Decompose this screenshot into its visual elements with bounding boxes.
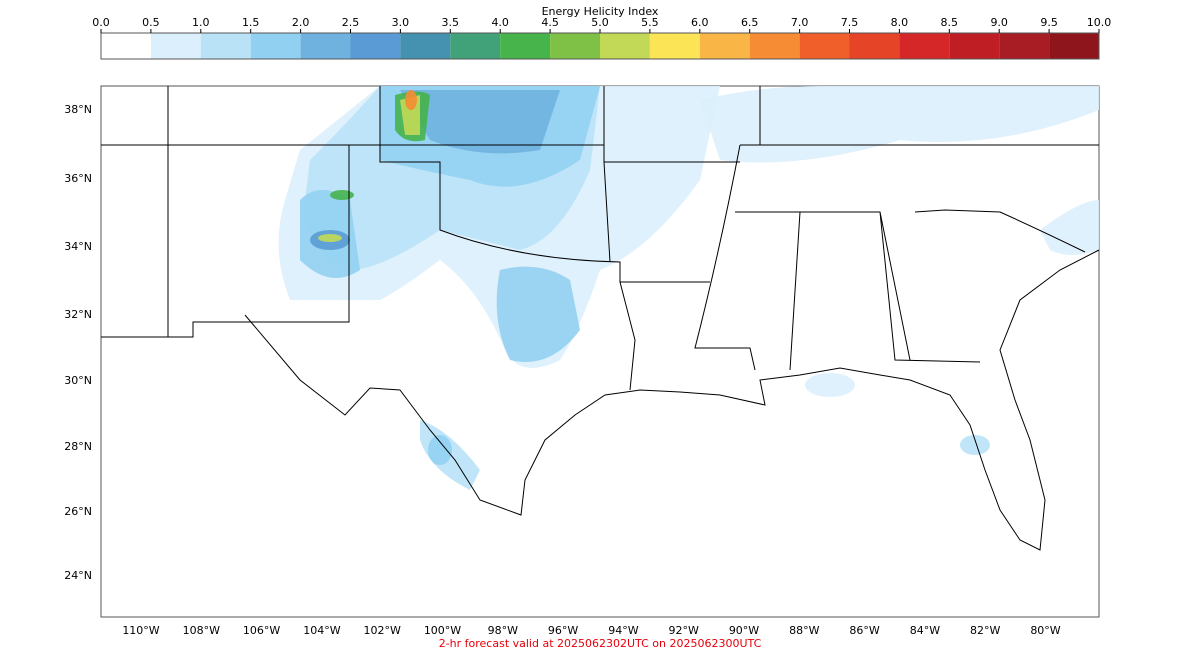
colorbar-tick-label: 4.5 xyxy=(541,16,559,29)
lon-label: 104°W xyxy=(303,624,340,637)
colorbar-title: Energy Helicity Index xyxy=(542,5,659,18)
boundaries xyxy=(101,86,1100,551)
lon-label: 110°W xyxy=(122,624,159,637)
colorbar-tick-label: 2.0 xyxy=(292,16,310,29)
colorbar-tick-label: 9.0 xyxy=(990,16,1008,29)
colorbar-tick-label: 7.5 xyxy=(841,16,859,29)
map: 38°N 36°N 34°N 32°N 30°N 28°N 26°N 24°N 110°W 10… xyxy=(64,85,1100,637)
lon-label: 102°W xyxy=(364,624,401,637)
lon-label: 94°W xyxy=(608,624,638,637)
colorbar-tick-label: 1.5 xyxy=(242,16,260,29)
colorbar-tick-label: 2.5 xyxy=(342,16,360,29)
colorbar-tick-label: 3.5 xyxy=(442,16,460,29)
colorbar-tick-label: 3.0 xyxy=(392,16,410,29)
lat-label: 38°N xyxy=(64,103,92,116)
colorbar-tick-label: 0.5 xyxy=(142,16,160,29)
lat-label: 32°N xyxy=(64,308,92,321)
colorbar-tick-label: 1.0 xyxy=(192,16,210,29)
colorbar-tick-label: 5.5 xyxy=(641,16,659,29)
colorbar-bin xyxy=(300,33,351,59)
colorbar-tick-label: 0.0 xyxy=(92,16,110,29)
colorbar-bin xyxy=(250,33,301,59)
lon-label: 80°W xyxy=(1030,624,1060,637)
colorbar-tick-label: 6.5 xyxy=(741,16,759,29)
lon-label: 88°W xyxy=(789,624,819,637)
colorbar-bin xyxy=(799,33,850,59)
colorbar: 0.0 0.5 1.0 1.5 2.0 2.5 3.0 3.5 4.0 4.5 5.0 5.5 6.0 6… xyxy=(92,16,1112,60)
lon-label: 106°W xyxy=(243,624,280,637)
footer: 2-hr forecast valid at 2025062302UTC on … xyxy=(439,637,762,650)
colorbar-tick-label: 8.5 xyxy=(941,16,959,29)
lon-label: 82°W xyxy=(970,624,1000,637)
lat-labels: 38°N 36°N 34°N 32°N 30°N 28°N 26°N 24°N xyxy=(64,103,92,582)
colorbar-bin xyxy=(899,33,950,59)
colorbar-bin xyxy=(500,33,551,59)
colorbar-bin xyxy=(649,33,700,59)
lon-labels: 110°W 108°W 106°W 104°W 102°W 100°W 98°W 96°W 94… xyxy=(122,624,1060,637)
colorbar-tick-label: 7.0 xyxy=(791,16,809,29)
colorbar-bin xyxy=(999,33,1050,59)
colorbar-bin xyxy=(400,33,451,59)
lat-label: 28°N xyxy=(64,440,92,453)
lat-label: 36°N xyxy=(64,172,92,185)
field xyxy=(278,86,1099,490)
lat-label: 34°N xyxy=(64,240,92,253)
colorbar-bin xyxy=(600,33,650,59)
colorbar-bin xyxy=(1049,33,1099,59)
lon-label: 86°W xyxy=(849,624,879,637)
lon-label: 98°W xyxy=(488,624,518,637)
lon-label: 92°W xyxy=(669,624,699,637)
colorbar-bin xyxy=(949,33,1000,59)
colorbar-bin xyxy=(450,33,501,59)
lon-label: 84°W xyxy=(910,624,940,637)
colorbar-bin xyxy=(200,33,251,59)
lon-label: 108°W xyxy=(183,624,220,637)
colorbar-tick-label: 6.0 xyxy=(691,16,709,29)
lat-label: 24°N xyxy=(64,569,92,582)
colorbar-tick-label: 5.0 xyxy=(591,16,609,29)
colorbar-tick-label: 8.0 xyxy=(891,16,909,29)
lon-label: 100°W xyxy=(424,624,461,637)
lon-label: 90°W xyxy=(729,624,759,637)
colorbar-bin xyxy=(550,33,600,59)
lat-label: 26°N xyxy=(64,505,92,518)
colorbar-tick-label: 4.0 xyxy=(491,16,509,29)
colorbar-bin xyxy=(849,33,900,59)
lon-label: 96°W xyxy=(548,624,578,637)
colorbar-tick-label: 9.5 xyxy=(1040,16,1058,29)
lat-label: 30°N xyxy=(64,374,92,387)
colorbar-bin xyxy=(749,33,800,59)
colorbar-bin xyxy=(150,33,201,59)
colorbar-bin xyxy=(350,33,401,59)
colorbar-bin xyxy=(699,33,750,59)
colorbar-bin xyxy=(101,33,151,59)
colorbar-tick-label: 10.0 xyxy=(1087,16,1112,29)
